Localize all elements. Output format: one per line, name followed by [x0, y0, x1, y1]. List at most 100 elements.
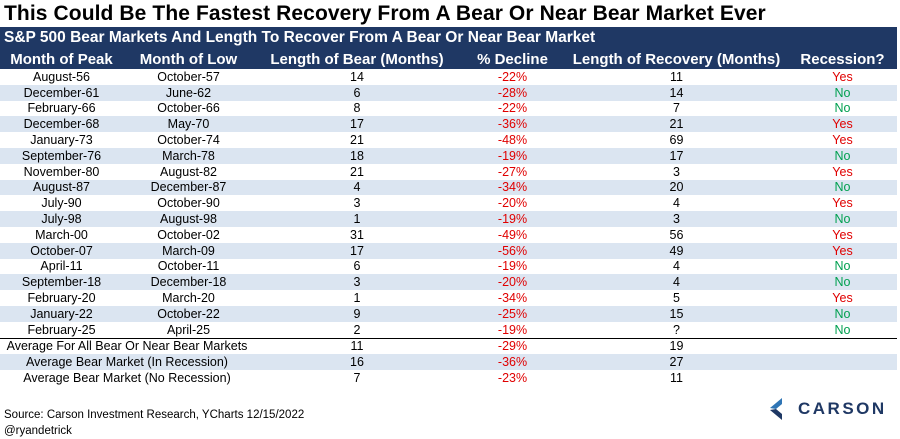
table-cell: February-20 [27, 291, 96, 306]
table-row: July-90 October-90 3 -20% 4 Yes [0, 195, 897, 211]
table-cell: No [788, 84, 897, 101]
column-header: Month of Low [123, 49, 254, 69]
average-cell: 7 [353, 371, 361, 386]
table-cell: 2 [353, 322, 361, 337]
table-row: November-80 August-82 21 -27% 3 Yes [0, 164, 897, 180]
table-cell: 69 [669, 133, 684, 148]
table-cell: October-22 [123, 305, 254, 322]
column-header: Recession? [788, 49, 897, 69]
table-cell: -19% [497, 259, 528, 274]
table-cell: February-66 [27, 101, 96, 116]
average-cell: -29% [460, 337, 565, 355]
table-cell: August-98 [123, 211, 254, 227]
table-cell: No [788, 305, 897, 322]
table-cell: No [834, 259, 851, 274]
table-row: August-87 December-87 4 -34% 20 No [0, 179, 897, 196]
table-cell: April-25 [166, 322, 211, 337]
empty-cell [788, 370, 897, 386]
author-handle: @ryandetrick [4, 425, 72, 437]
table-row: September-76 March-78 18 -19% 17 No [0, 147, 897, 164]
table-row: January-22 October-22 9 -25% 15 No [0, 305, 897, 322]
table-cell: -25% [460, 305, 565, 322]
table-cell: 4 [254, 179, 460, 196]
table-cell: 21 [350, 164, 364, 179]
table-subtitle: S&P 500 Bear Markets And Length To Recov… [0, 27, 897, 49]
table-cell: June-62 [123, 84, 254, 101]
table-cell: 3 [565, 211, 788, 227]
table-row: December-61 June-62 6 -28% 14 No [0, 84, 897, 101]
average-row: Average Bear Market (No Recession) 7 -23% 1… [0, 370, 897, 386]
table-cell: October-66 [157, 101, 220, 116]
column-header: Month of Peak [0, 49, 123, 69]
table-row: September-18 December-18 3 -20% 4 No [0, 274, 897, 291]
table-cell: -34% [497, 291, 528, 306]
table-cell: October-07 [0, 242, 123, 259]
table-cell: 1 [254, 211, 460, 227]
average-row: Average For All Bear Or Near Bear Market… [0, 337, 897, 355]
table-cell: December-68 [0, 116, 123, 133]
table-cell: July-98 [0, 211, 123, 227]
table-cell: November-80 [23, 164, 100, 179]
table-row: January-73 October-74 21 -48% 69 Yes [0, 132, 897, 148]
table-cell: October-11 [157, 259, 220, 274]
table-cell: Yes [832, 164, 853, 179]
average-cell: 11 [670, 371, 683, 386]
table-row: March-00 October-02 31 -49% 56 Yes [0, 227, 897, 243]
logo-text: CARSON [798, 399, 887, 418]
table-cell: -19% [497, 322, 528, 337]
table-cell: 4 [673, 196, 680, 211]
table-cell: February-25 [27, 322, 96, 337]
table-cell: May-70 [123, 116, 254, 133]
table-cell: 7 [673, 101, 680, 116]
table-cell: -34% [460, 179, 565, 196]
table-row: February-25 April-25 2 -19%? No [0, 322, 897, 338]
table-cell: August-82 [160, 164, 217, 179]
table-cell: 3 [353, 196, 361, 211]
column-header: Length of Bear (Months) [254, 49, 460, 69]
average-label: Average For All Bear Or Near Bear Market… [0, 337, 254, 355]
table-cell: -27% [497, 164, 528, 179]
table-cell: 14 [350, 69, 364, 84]
table-cell: No [788, 179, 897, 196]
average-cell: -23% [497, 371, 528, 386]
average-row: Average Bear Market (In Recession) 16 -36%… [0, 354, 897, 371]
table-cell: No [788, 211, 897, 227]
table-cell: -19% [460, 211, 565, 227]
average-cell: 16 [254, 354, 460, 371]
average-label: Average Bear Market (No Recession) [23, 371, 231, 386]
table-cell: Yes [832, 227, 853, 242]
table-cell: No [788, 147, 897, 164]
table-cell: 6 [353, 259, 361, 274]
table-cell: -22% [497, 101, 528, 116]
table-cell: 17 [565, 147, 788, 164]
table-cell: Yes [832, 291, 853, 306]
table-cell: July-90 [41, 196, 82, 211]
table-cell: September-76 [0, 147, 123, 164]
table-cell: 11 [670, 69, 683, 84]
table-cell: -56% [460, 242, 565, 259]
table-cell: October-02 [157, 227, 220, 242]
table-cell: January-73 [30, 133, 93, 148]
table-cell: No [788, 274, 897, 291]
table-cell: 9 [254, 305, 460, 322]
table-cell: 14 [565, 84, 788, 101]
table-cell: 8 [353, 101, 361, 116]
table-cell: September-18 [0, 274, 123, 291]
table-cell: 18 [254, 147, 460, 164]
table-cell: 21 [350, 133, 364, 148]
table-cell: October-90 [157, 196, 220, 211]
table-cell: 17 [254, 242, 460, 259]
table-cell: -49% [497, 227, 528, 242]
table-cell: -22% [497, 69, 528, 84]
table-cell: No [834, 101, 851, 116]
table-cell: 5 [673, 291, 680, 306]
table-cell: October-57 [157, 69, 220, 84]
table-cell: -20% [497, 196, 528, 211]
average-cell: -36% [460, 354, 565, 371]
table-cell: 49 [565, 242, 788, 259]
table-cell: 21 [565, 116, 788, 133]
table-cell: March-09 [123, 242, 254, 259]
table-cell: -36% [460, 116, 565, 133]
empty-cell [788, 337, 897, 355]
table-cell: March-78 [123, 147, 254, 164]
